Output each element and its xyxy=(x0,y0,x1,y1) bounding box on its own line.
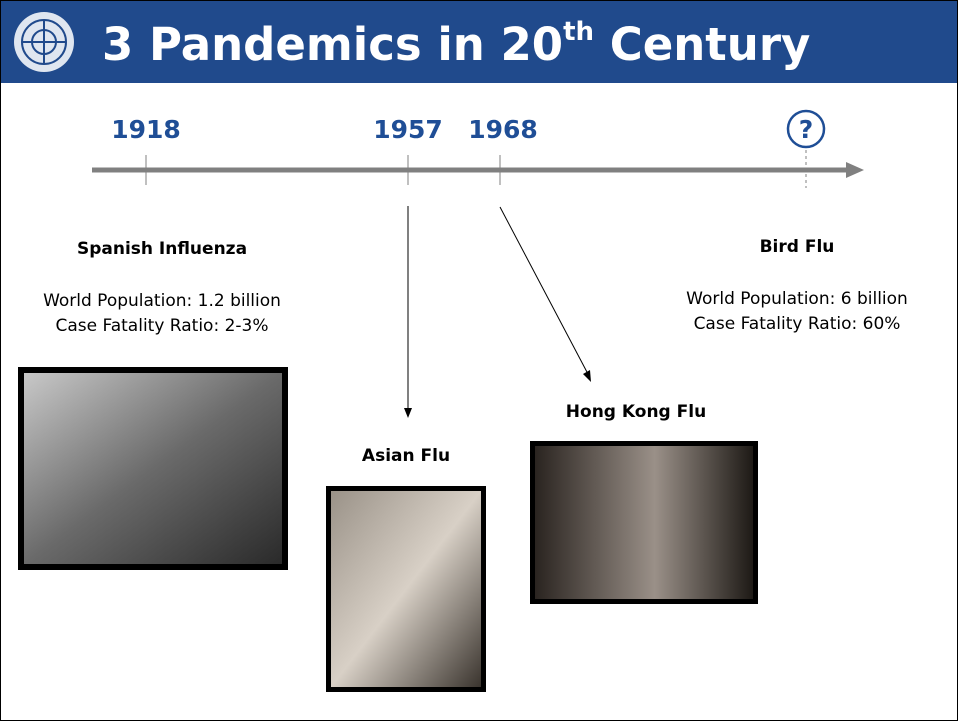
year-label: 1918 xyxy=(111,115,181,144)
pandemic-name: Spanish Influenza xyxy=(77,239,247,259)
pandemic-name: Hong Kong Flu xyxy=(566,402,706,422)
pandemic-fatality: Case Fatality Ratio: 60% xyxy=(694,314,901,334)
photo-asian-flu xyxy=(331,491,481,687)
pandemic-fatality: Case Fatality Ratio: 2-3% xyxy=(56,316,269,336)
photo-hong-kong-flu xyxy=(535,446,753,599)
slide: 3 Pandemics in 20th Century 1918 1957 19… xyxy=(0,0,958,721)
pandemic-name: Asian Flu xyxy=(362,446,450,466)
title-main: 3 Pandemics in 20 xyxy=(102,18,563,71)
title-end: Century xyxy=(594,18,810,71)
title-sup: th xyxy=(563,17,594,47)
title: 3 Pandemics in 20th Century xyxy=(102,17,810,71)
pandemic-population: World Population: 1.2 billion xyxy=(43,291,281,311)
year-label: ? xyxy=(799,115,814,144)
pandemic-population: World Population: 6 billion xyxy=(686,289,908,309)
un-logo xyxy=(14,12,74,72)
year-label: 1968 xyxy=(468,115,538,144)
pandemic-name: Bird Flu xyxy=(760,237,835,257)
year-label: 1957 xyxy=(373,115,443,144)
photo-spanish-flu xyxy=(24,373,282,564)
